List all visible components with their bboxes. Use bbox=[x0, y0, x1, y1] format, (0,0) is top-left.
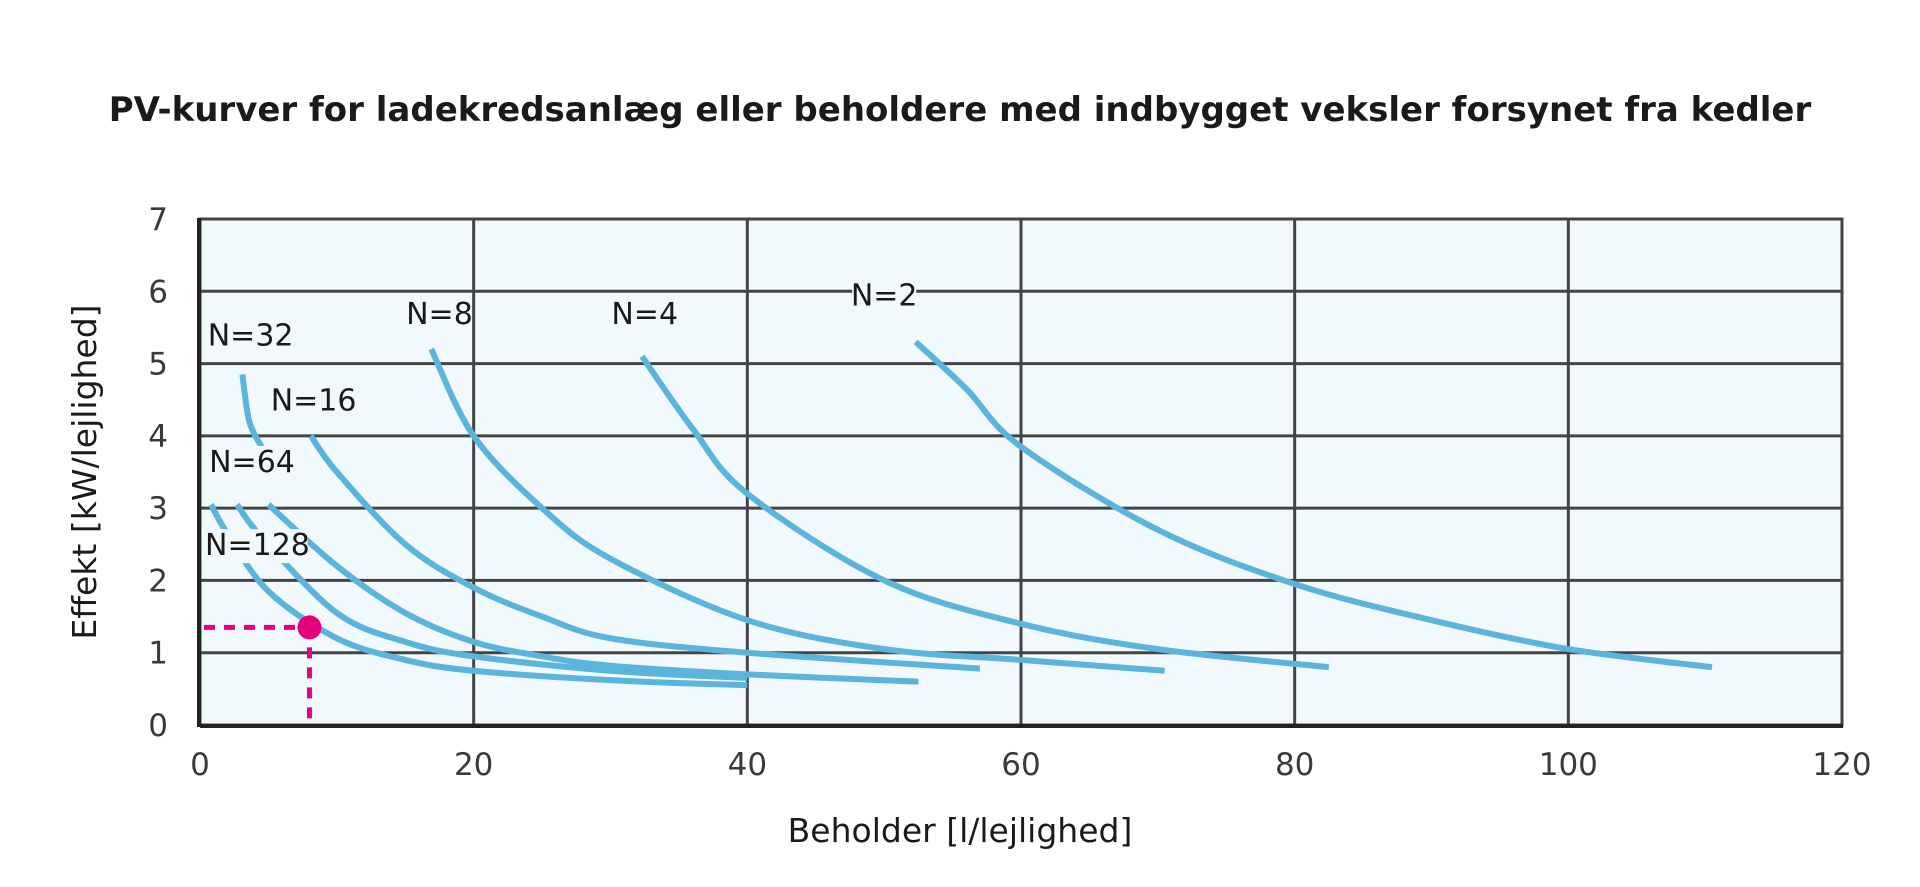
curve-label-bg bbox=[612, 297, 677, 332]
x-tick-label: 0 bbox=[190, 747, 210, 783]
curve-label: N=128 bbox=[205, 528, 310, 563]
highlight-point bbox=[297, 615, 322, 640]
highlight bbox=[204, 615, 322, 725]
curve-labels: N=2 N=4 N=8 N=16 N=32 N=64 N=128 bbox=[205, 279, 918, 564]
curve-n-16 bbox=[308, 434, 981, 672]
curve-label-bg bbox=[207, 529, 308, 564]
x-axis-label: Beholder [l/lejlighed] bbox=[788, 811, 1133, 850]
curve-n-32 bbox=[239, 373, 265, 449]
curve-label-bg bbox=[852, 279, 917, 314]
y-tick-label: 4 bbox=[148, 419, 168, 455]
curve-label-bg bbox=[272, 384, 355, 419]
curve-label: N=4 bbox=[611, 297, 678, 332]
y-tick-label: 5 bbox=[148, 347, 168, 383]
y-tick-label: 1 bbox=[148, 636, 168, 672]
axis-ticks: 0 20 40 60 80 100 120 0 1 2 3 4 5 6 7 bbox=[148, 202, 1871, 783]
x-tick-label: 80 bbox=[1275, 747, 1314, 783]
y-tick-label: 3 bbox=[148, 491, 168, 527]
curve-label: N=16 bbox=[271, 384, 357, 419]
y-tick-label: 0 bbox=[148, 708, 168, 744]
x-tick-label: 40 bbox=[728, 747, 767, 783]
x-tick-label: 120 bbox=[1812, 747, 1871, 783]
curve-n-4 bbox=[639, 354, 1330, 671]
y-tick-label: 6 bbox=[148, 274, 168, 310]
x-tick-label: 20 bbox=[454, 747, 493, 783]
y-tick-label: 2 bbox=[148, 563, 168, 599]
x-tick-label: 100 bbox=[1539, 747, 1598, 783]
curve-label-bg bbox=[210, 446, 293, 480]
curve-label: N=64 bbox=[209, 445, 295, 480]
curve-n-2 bbox=[913, 339, 1713, 671]
curve-label: N=8 bbox=[406, 297, 473, 332]
x-tick-label: 60 bbox=[1001, 747, 1040, 783]
y-tick-label: 7 bbox=[148, 202, 168, 238]
curve-n-8 bbox=[428, 347, 1165, 674]
curve-label: N=32 bbox=[208, 319, 294, 354]
curve-label-bg bbox=[407, 297, 472, 332]
curve-label: N=2 bbox=[851, 279, 918, 314]
chart-title: PV-kurver for ladekredsanlæg eller behol… bbox=[109, 90, 1812, 130]
curve-n-64 bbox=[266, 502, 919, 685]
y-axis-label: Effekt [kW/lejlighed] bbox=[65, 304, 104, 639]
curve-label-bg bbox=[209, 319, 292, 354]
